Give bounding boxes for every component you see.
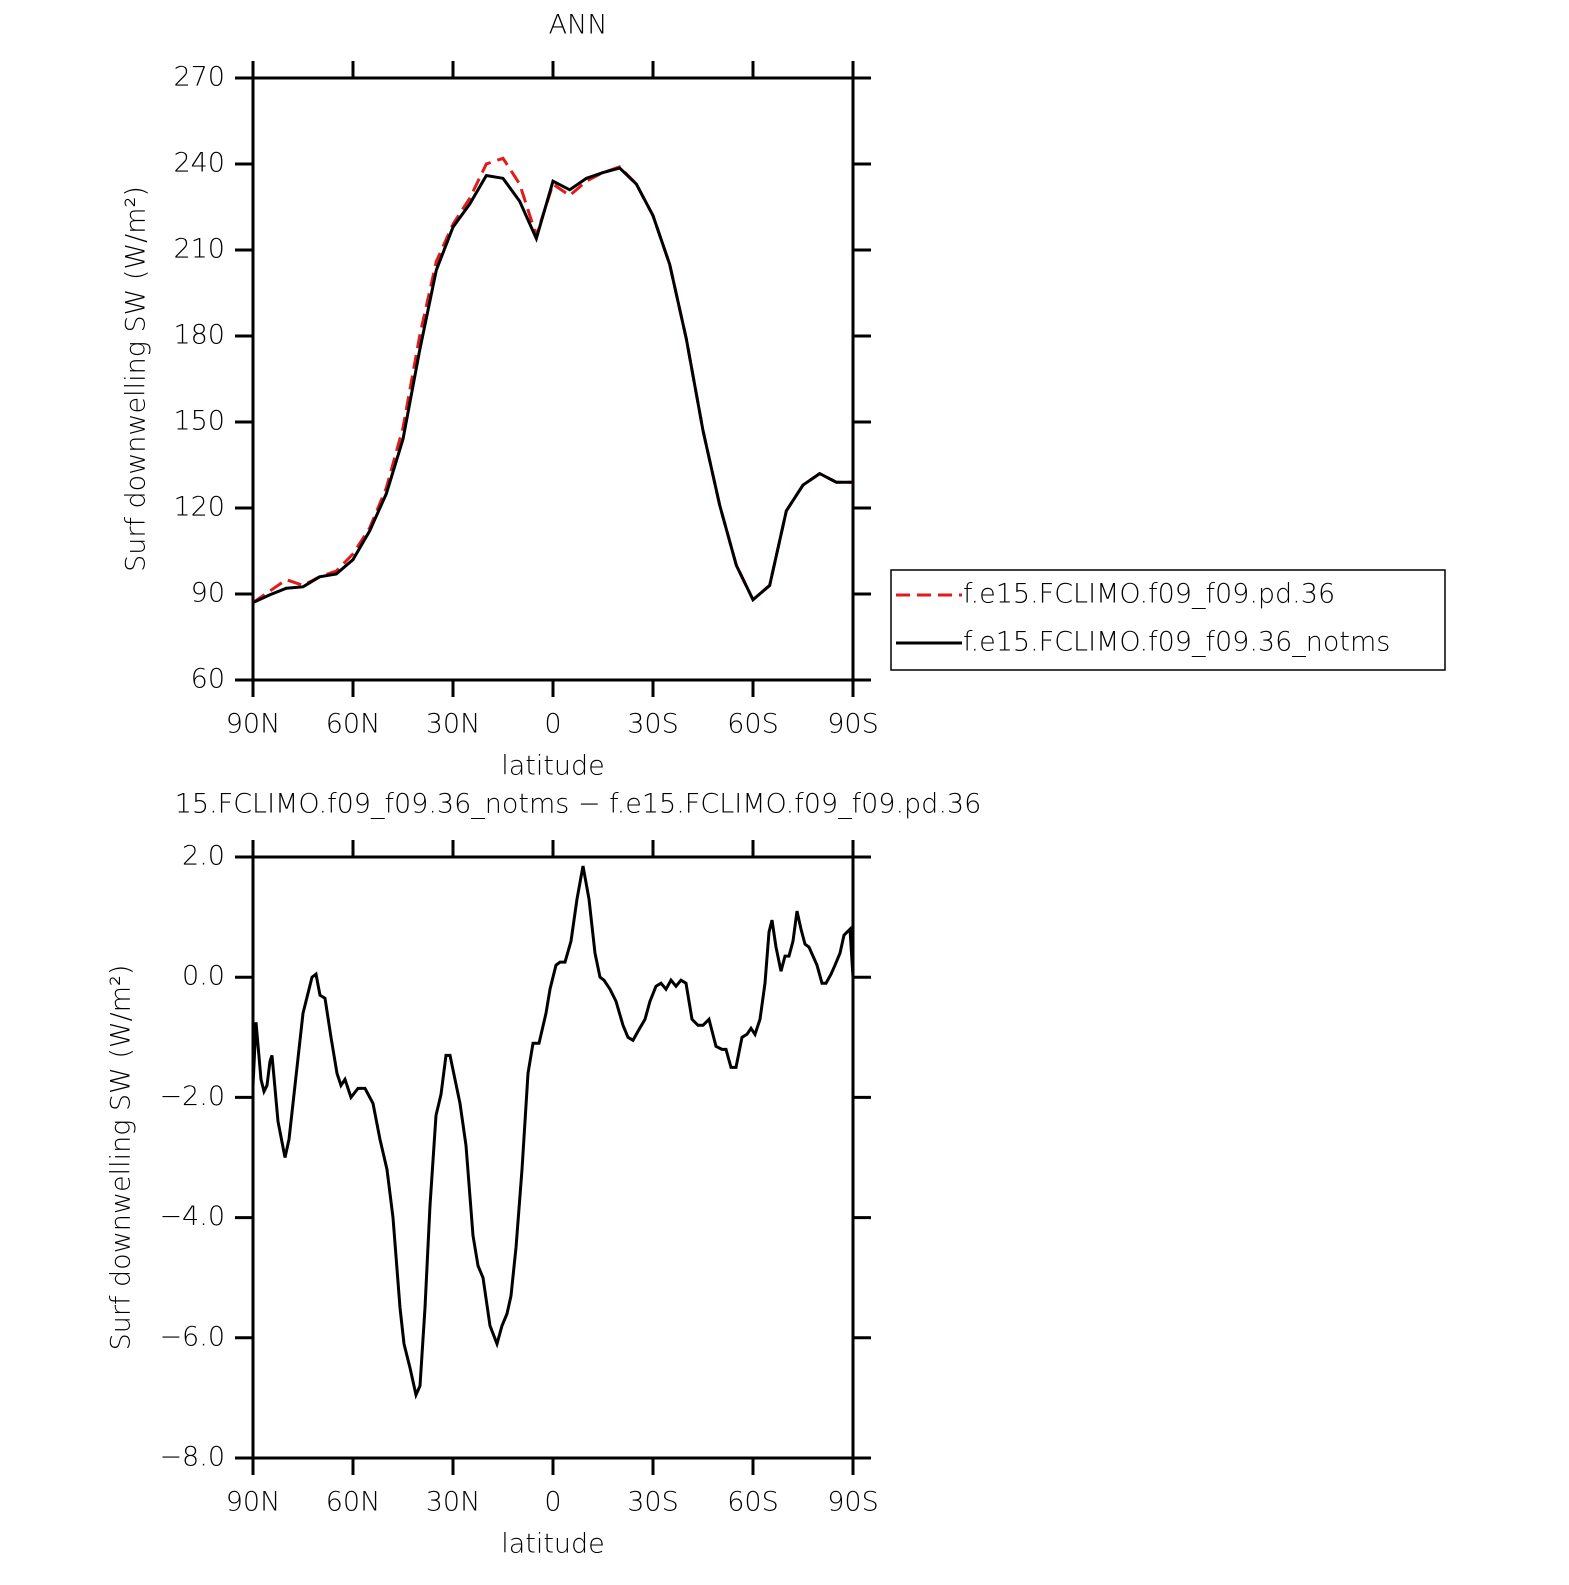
x-tick-label: 60S bbox=[727, 709, 779, 740]
plot-frame bbox=[251, 855, 855, 1460]
legend-label: f.e15.FCLIMO.f09_f09.36_notms bbox=[963, 627, 1390, 658]
x-tick-label: 30S bbox=[627, 1487, 679, 1518]
y-tick-label: 0.0 bbox=[182, 961, 225, 992]
x-tick-label: 90N bbox=[226, 709, 281, 740]
x-tick-label: 0 bbox=[544, 709, 561, 740]
data-line bbox=[251, 865, 855, 1400]
y-tick-label: 90 bbox=[191, 578, 225, 609]
x-tick-label: 60N bbox=[326, 1487, 381, 1518]
x-tick-label: 90N bbox=[226, 1487, 281, 1518]
y-tick-label: 120 bbox=[173, 492, 225, 523]
legend-box bbox=[890, 569, 1446, 671]
x-axis-label: latitude bbox=[501, 1529, 605, 1560]
y-tick-label: −2.0 bbox=[159, 1081, 225, 1112]
x-tick-label: 30N bbox=[426, 1487, 481, 1518]
y-axis-label: Surf downwelling SW (W/m²) bbox=[106, 965, 137, 1351]
y-tick-label: 240 bbox=[173, 148, 225, 179]
x-tick-label: 60S bbox=[727, 1487, 779, 1518]
x-tick-label: 30N bbox=[426, 709, 481, 740]
x-tick-label: 30S bbox=[627, 709, 679, 740]
y-tick-label: 2.0 bbox=[182, 841, 225, 872]
x-tick-label: 90S bbox=[827, 1487, 879, 1518]
y-tick-label: 180 bbox=[173, 320, 225, 351]
y-tick-label: 270 bbox=[173, 62, 225, 93]
y-tick-label: 60 bbox=[191, 664, 225, 695]
data-line bbox=[252, 156, 853, 604]
chart-title: ANN bbox=[549, 10, 608, 41]
x-axis-label: latitude bbox=[501, 751, 605, 782]
x-tick-label: 0 bbox=[544, 1487, 561, 1518]
y-tick-label: −6.0 bbox=[159, 1321, 225, 1352]
legend-label: f.e15.FCLIMO.f09_f09.pd.36 bbox=[963, 579, 1335, 610]
chart-title: 15.FCLIMO.f09_f09.36_notms − f.e15.FCLIM… bbox=[175, 789, 982, 820]
x-tick-label: 90S bbox=[827, 709, 879, 740]
y-tick-label: 150 bbox=[173, 406, 225, 437]
data-line bbox=[252, 166, 853, 604]
y-tick-label: −8.0 bbox=[159, 1442, 225, 1473]
y-axis-label: Surf downwelling SW (W/m²) bbox=[121, 186, 152, 572]
y-tick-label: −4.0 bbox=[159, 1201, 225, 1232]
x-tick-label: 60N bbox=[326, 709, 381, 740]
y-tick-label: 210 bbox=[173, 234, 225, 265]
